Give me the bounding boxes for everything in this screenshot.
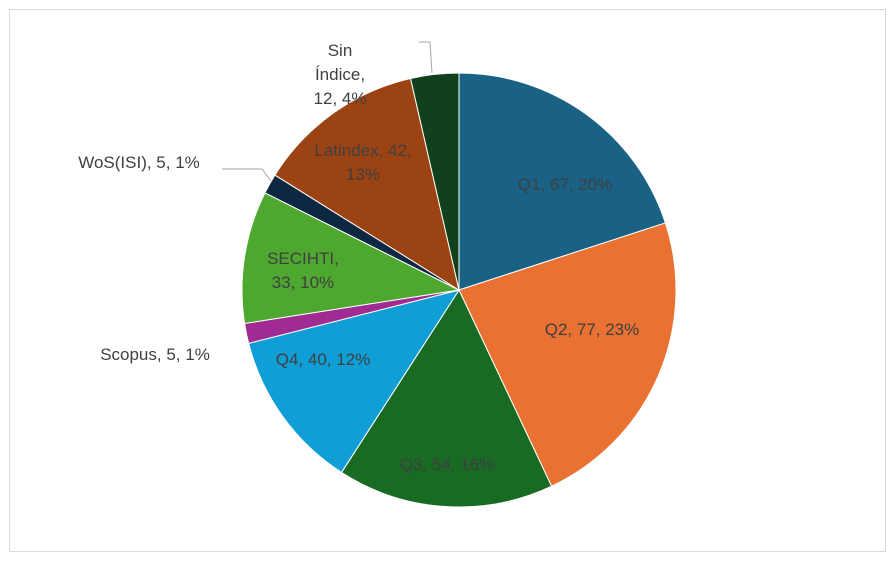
data-label: Q3, 54, 16% <box>399 455 495 474</box>
pie-slice <box>340 288 553 508</box>
data-label: WoS(ISI), 5, 1% <box>78 153 200 172</box>
pie-slice <box>409 72 460 291</box>
data-label: Scopus, 5, 1% <box>100 345 210 364</box>
chart-frame <box>9 9 886 552</box>
data-label: Q1, 67, 20% <box>517 175 613 194</box>
data-label: SECIHTI, 33, 10% <box>267 249 339 292</box>
pie-slice <box>241 192 461 325</box>
pie-slice <box>458 222 677 487</box>
data-label: Sin Índice, 12, 4% <box>313 41 367 108</box>
data-label: Q4, 40, 12% <box>275 350 371 369</box>
pie-slice <box>248 289 461 474</box>
leader-line <box>419 41 433 74</box>
data-label: Latindex, 42, 13% <box>314 141 412 184</box>
pie-slice <box>274 77 460 292</box>
data-label: Q2, 77, 23% <box>544 320 640 339</box>
leader-line <box>222 168 272 182</box>
pie-slice <box>458 72 667 291</box>
